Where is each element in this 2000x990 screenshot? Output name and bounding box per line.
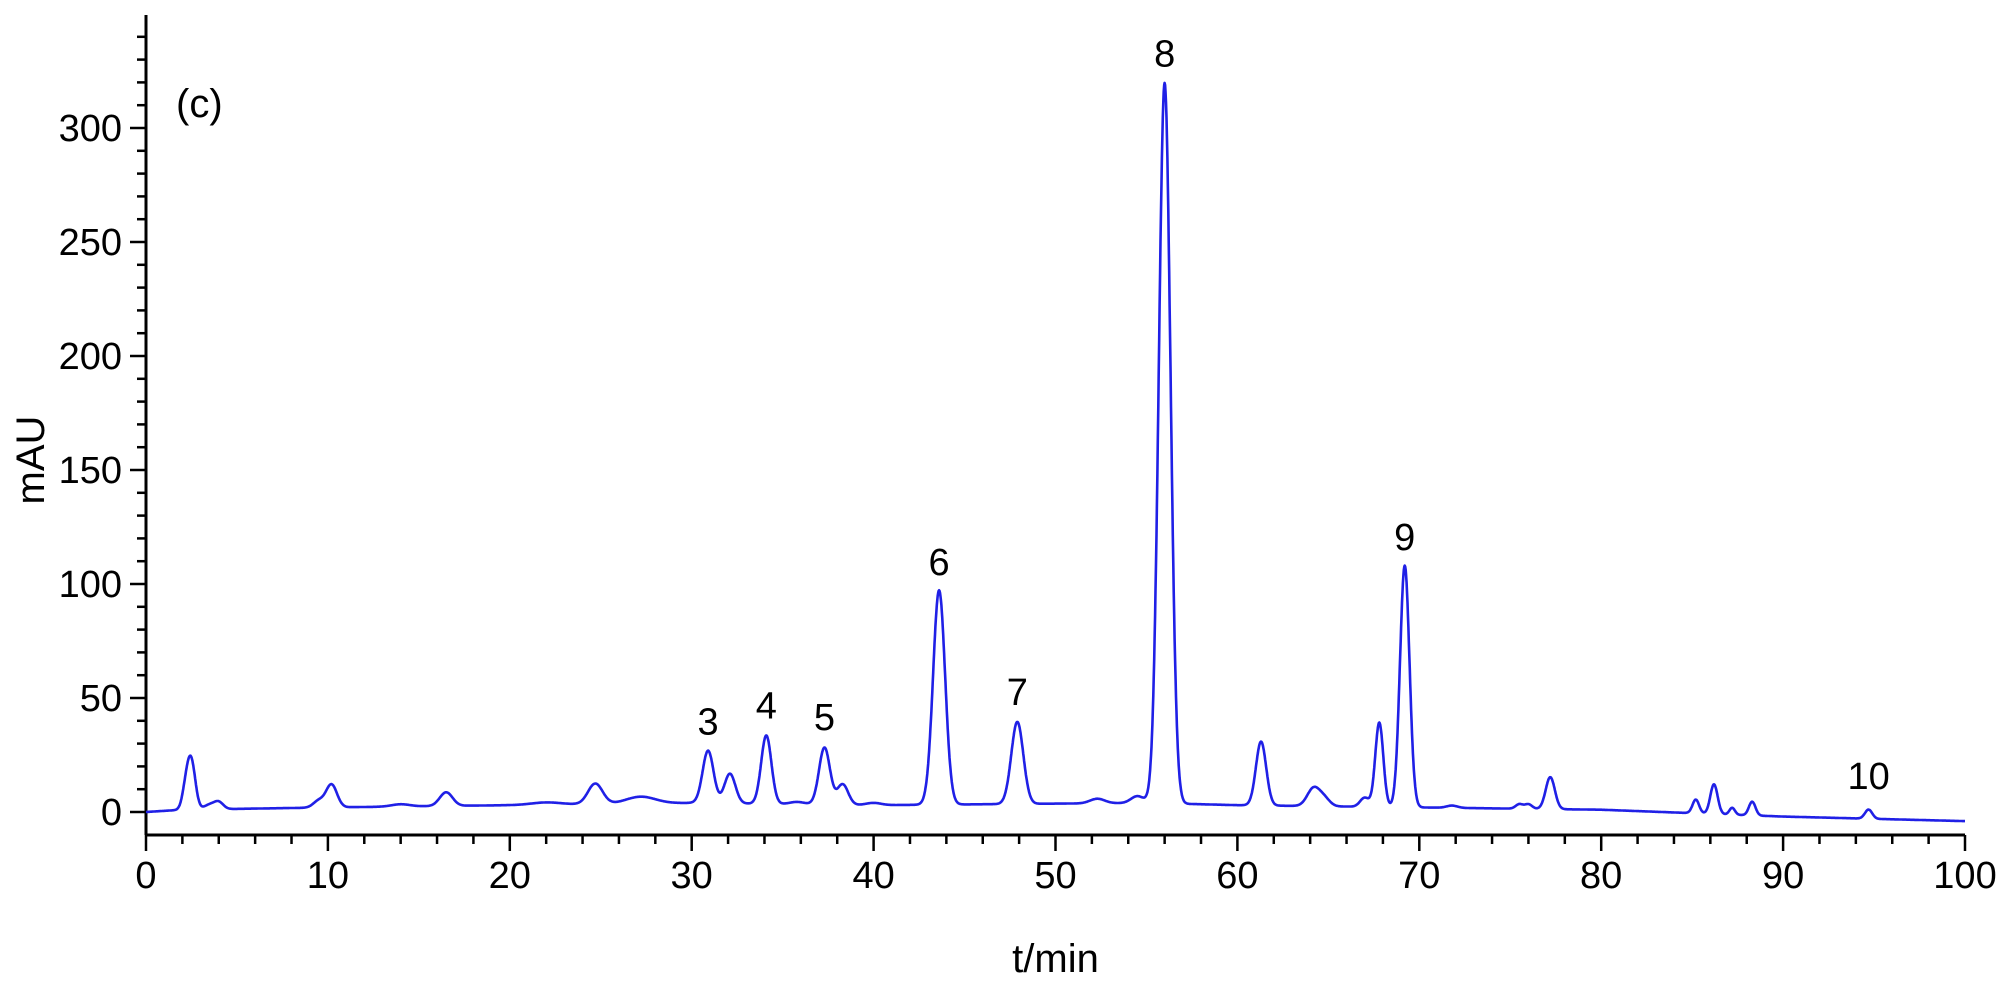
peak-labels: 3 4 5 6 7 8 9 10 <box>698 33 1890 798</box>
x-tick-label: 50 <box>1034 855 1076 897</box>
plot-area <box>145 81 1966 823</box>
x-tick-label: 10 <box>307 855 349 897</box>
y-tick-label: 50 <box>80 678 122 720</box>
x-tick-label: 0 <box>135 855 156 897</box>
peak-label-5: 5 <box>814 697 835 739</box>
y-axis-title: mAU <box>9 416 53 505</box>
peak-label-3: 3 <box>698 701 719 743</box>
y-tick-label: 200 <box>59 336 122 378</box>
x-tick-label: 60 <box>1216 855 1258 897</box>
panel-label: (c) <box>176 82 223 126</box>
chromatogram-trace <box>145 81 1966 823</box>
y-tick-label: 0 <box>101 792 122 834</box>
x-tick-label: 100 <box>1933 855 1996 897</box>
y-tick-label: 250 <box>59 222 122 264</box>
y-tick-label: 100 <box>59 564 122 606</box>
peak-label-6: 6 <box>929 542 950 584</box>
x-tick-label: 20 <box>489 855 531 897</box>
peak-label-8: 8 <box>1154 33 1175 75</box>
x-axis-title: t/min <box>1012 937 1099 981</box>
peak-label-9: 9 <box>1394 517 1415 559</box>
y-tick-label: 300 <box>59 108 122 150</box>
x-tick-label: 40 <box>852 855 894 897</box>
x-tick-label: 90 <box>1762 855 1804 897</box>
peak-label-4: 4 <box>756 685 777 727</box>
x-tick-label: 30 <box>671 855 713 897</box>
axes: 0 10 20 30 40 50 60 70 80 90 100 0 50 100 150 200 250 300 <box>59 15 1997 897</box>
y-tick-label: 150 <box>59 450 122 492</box>
x-tick-label: 70 <box>1398 855 1440 897</box>
peak-label-7: 7 <box>1007 672 1028 714</box>
peak-label-10: 10 <box>1847 756 1889 798</box>
x-tick-label: 80 <box>1580 855 1622 897</box>
